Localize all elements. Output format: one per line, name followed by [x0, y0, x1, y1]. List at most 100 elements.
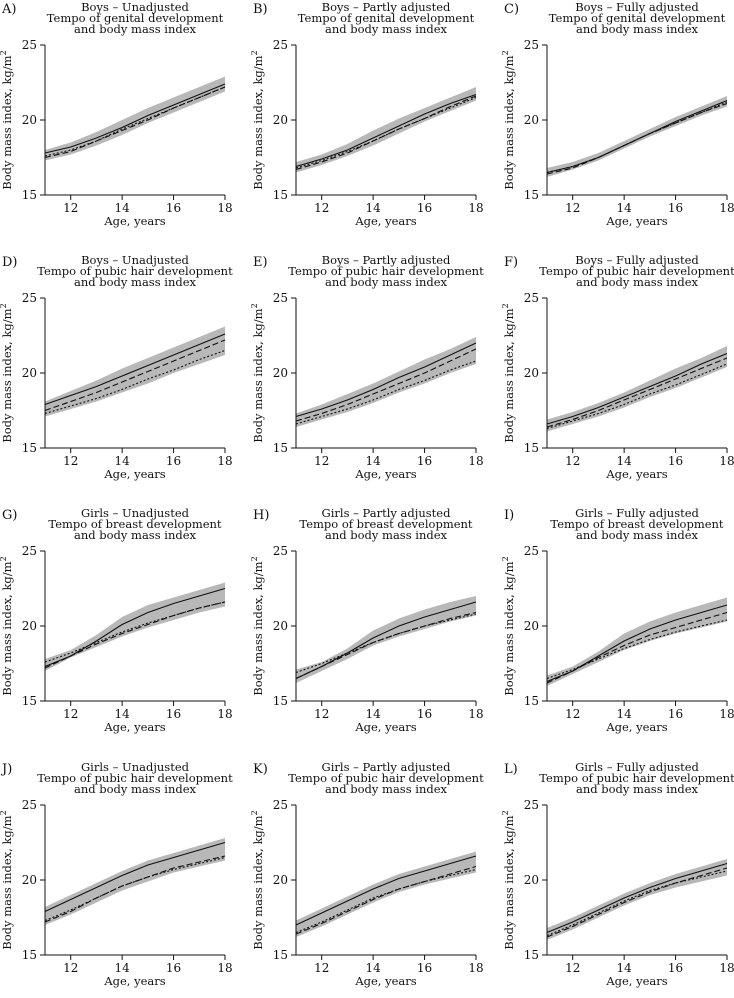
y-tick-label: 15 — [524, 694, 539, 708]
x-tick-label: 12 — [565, 961, 580, 975]
x-tick-label: 18 — [468, 961, 483, 975]
x-tick-label: 18 — [217, 707, 232, 721]
y-tick-label: 15 — [273, 694, 288, 708]
y-tick-label: 20 — [273, 873, 288, 887]
series-line-solid — [546, 352, 728, 425]
x-tick-label: 16 — [166, 454, 181, 468]
y-axis-title-text: Body mass index, kg/m — [502, 561, 516, 695]
x-tick-label: 14 — [115, 201, 131, 215]
series-line-solid — [44, 841, 226, 912]
x-tick-label: 16 — [668, 707, 683, 721]
x-axis-title: Age, years — [354, 974, 416, 988]
y-axis-title-text: Body mass index, kg/m — [251, 55, 265, 189]
panel-label: E) — [253, 255, 268, 270]
panel-title-line: Tempo of breast development — [48, 517, 222, 531]
y-axis-title: Body mass index, kg/m2 — [250, 303, 265, 442]
panel-label: J) — [0, 762, 12, 777]
series-line-solid — [295, 342, 477, 418]
x-tick-label: 12 — [314, 454, 329, 468]
confidence-band — [45, 582, 225, 671]
y-axis-title-superscript: 2 — [0, 303, 8, 308]
x-tick-label: 18 — [719, 201, 734, 215]
series-line-solid — [295, 93, 477, 168]
panel-title-line: and body mass index — [325, 22, 448, 36]
series-line-solid — [44, 83, 226, 154]
series-line-dotted — [546, 619, 728, 680]
y-axis-title-text: Body mass index, kg/m — [251, 561, 265, 695]
y-tick-label: 15 — [273, 188, 288, 202]
x-tick-label: 14 — [366, 454, 382, 468]
panel-label: G) — [2, 508, 17, 523]
y-axis-title-superscript: 2 — [250, 810, 259, 815]
x-tick-label: 12 — [63, 707, 78, 721]
y-tick-label: 25 — [273, 38, 288, 52]
x-tick-label: 18 — [217, 454, 232, 468]
x-tick-label: 16 — [668, 961, 683, 975]
y-axis-title-text: Body mass index, kg/m — [251, 815, 265, 949]
y-axis-title: Body mass index, kg/m2 — [501, 50, 516, 189]
panel-label: K) — [253, 762, 268, 777]
y-tick-label: 15 — [524, 948, 539, 962]
x-tick-label: 12 — [565, 201, 580, 215]
x-axis-title: Age, years — [354, 720, 416, 734]
series-line-dotted — [295, 868, 477, 934]
confidence-band — [547, 859, 727, 940]
y-axis-title: Body mass index, kg/m2 — [501, 556, 516, 695]
x-axis-title: Age, years — [354, 214, 416, 228]
panel-title-line: Girls – Unadjusted — [81, 506, 190, 520]
y-tick-label: 25 — [524, 544, 539, 558]
panel-title-line: Boys – Partly adjusted — [322, 0, 451, 14]
panel-title-line: Tempo of pubic hair development — [37, 264, 233, 278]
x-tick-label: 12 — [63, 961, 78, 975]
x-tick-label: 16 — [166, 961, 181, 975]
x-tick-label: 18 — [217, 201, 232, 215]
panel-title-line: Tempo of genital development — [298, 11, 475, 25]
y-axis-title-text: Body mass index, kg/m — [0, 308, 14, 442]
y-tick-label: 25 — [22, 798, 37, 812]
y-tick-label: 20 — [22, 113, 37, 127]
y-axis-title-superscript: 2 — [501, 50, 510, 55]
y-axis-title: Body mass index, kg/m2 — [0, 303, 14, 442]
confidence-band — [296, 851, 476, 937]
panel-title-line: Boys – Unadjusted — [81, 253, 189, 267]
x-axis-title: Age, years — [103, 974, 165, 988]
series-line-solid — [295, 855, 477, 926]
x-tick-label: 14 — [366, 961, 382, 975]
panel-title-line: and body mass index — [74, 275, 197, 289]
panel-title-line: Boys – Partly adjusted — [322, 253, 451, 267]
y-tick-label: 20 — [22, 366, 37, 380]
y-tick-label: 20 — [273, 619, 288, 633]
series-line-solid — [546, 862, 728, 934]
y-axis-title: Body mass index, kg/m2 — [0, 556, 14, 695]
y-tick-label: 25 — [524, 38, 539, 52]
x-tick-label: 16 — [668, 454, 683, 468]
y-axis-title-superscript: 2 — [501, 303, 510, 308]
y-axis-title-text: Body mass index, kg/m — [251, 308, 265, 442]
x-tick-label: 12 — [314, 201, 329, 215]
x-tick-label: 14 — [115, 707, 131, 721]
x-axis-title: Age, years — [103, 214, 165, 228]
x-tick-label: 14 — [617, 707, 633, 721]
series-line-dotted — [546, 101, 728, 174]
x-tick-label: 18 — [468, 707, 483, 721]
confidence-band — [547, 597, 727, 686]
panel-label: B) — [253, 2, 268, 17]
panel-title-line: and body mass index — [325, 275, 448, 289]
y-axis-title: Body mass index, kg/m2 — [501, 303, 516, 442]
x-tick-label: 16 — [668, 201, 683, 215]
y-tick-label: 20 — [524, 113, 539, 127]
panel-title-line: and body mass index — [74, 22, 197, 36]
panel-label: A) — [1, 2, 16, 17]
x-tick-label: 14 — [366, 201, 382, 215]
panel-title-line: and body mass index — [576, 22, 699, 36]
y-tick-label: 15 — [273, 948, 288, 962]
confidence-band — [296, 596, 476, 683]
x-tick-label: 18 — [468, 201, 483, 215]
panel-title-line: Tempo of pubic hair development — [539, 264, 734, 278]
